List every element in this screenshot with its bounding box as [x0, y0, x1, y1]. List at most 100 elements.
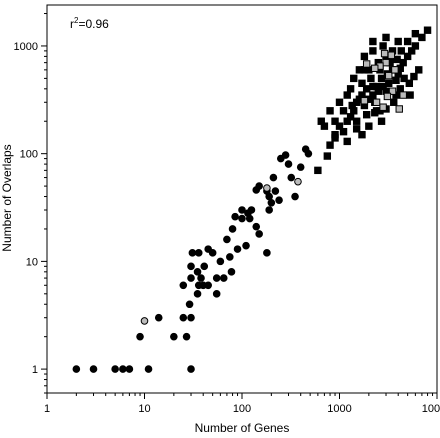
filled-square-point: [369, 91, 377, 99]
filled-square-point: [314, 166, 322, 175]
x-axis-title: Number of Genes: [195, 421, 290, 435]
open-square-point: [399, 91, 407, 99]
filled-circle-point: [187, 262, 195, 271]
filled-circle-point: [247, 206, 256, 214]
filled-circle-point: [267, 198, 276, 207]
filled-square-point: [369, 37, 377, 46]
open-square-point: [385, 71, 393, 80]
filled-circle-point: [187, 365, 195, 373]
filled-square-point: [396, 85, 404, 93]
x-axis-ticks: 1 10 100 1000 10000: [44, 393, 440, 415]
filled-square-point: [382, 33, 390, 42]
filled-circle-point: [284, 160, 293, 168]
r-squared-value: =0.96: [78, 17, 109, 31]
filled-circle-point: [119, 365, 127, 373]
filled-square-point: [360, 52, 369, 61]
filled-circle-point: [144, 365, 153, 373]
filled-circle-point: [255, 230, 263, 238]
filled-square-point: [411, 42, 420, 50]
filled-square-point: [390, 98, 398, 106]
open-square-point: [391, 66, 399, 74]
filled-square-point: [346, 113, 355, 121]
filled-square-point: [343, 137, 351, 146]
open-square-point: [362, 60, 371, 68]
filled-circle-point: [185, 300, 194, 309]
filled-square-point: [418, 33, 426, 42]
filled-square-point: [423, 26, 432, 34]
filled-square-point: [350, 74, 358, 83]
filled-circle-point: [238, 206, 246, 214]
open-square-point: [388, 87, 397, 95]
filled-circle-point: [281, 151, 290, 159]
filled-square-point: [393, 55, 401, 64]
filled-circle-point: [228, 225, 237, 233]
y-tick-label: 1000: [14, 41, 38, 53]
y-tick-label: 10: [26, 256, 38, 268]
y-axis-ticks: 1 10 100 1000: [14, 13, 47, 394]
filled-square-point: [335, 122, 344, 130]
filled-circle-point: [238, 214, 246, 223]
filled-square-point: [339, 127, 348, 136]
filled-square-point: [367, 74, 375, 83]
open-square-point: [379, 103, 387, 111]
filled-circle-point: [89, 365, 98, 373]
filled-circle-point: [223, 235, 231, 244]
filled-square-point: [331, 117, 339, 125]
filled-square-point: [317, 117, 325, 125]
filled-circle-point: [291, 192, 299, 201]
filled-square-point: [394, 37, 402, 46]
filled-square-point: [406, 91, 414, 99]
filled-circle-point: [204, 281, 212, 290]
y-tick-label: 1: [32, 364, 38, 376]
filled-circle-point: [231, 212, 239, 221]
filled-square-point: [385, 79, 393, 88]
filled-square-point: [326, 107, 334, 115]
filled-circle-point: [193, 268, 202, 276]
filled-square-point: [343, 91, 351, 99]
filled-circle-point: [296, 163, 305, 171]
filled-square-point: [346, 85, 355, 93]
filled-circle-point: [304, 149, 313, 158]
filled-square-point: [377, 74, 386, 83]
filled-circle-point: [182, 332, 191, 341]
filled-circle-point: [187, 313, 195, 322]
filled-square-point: [323, 152, 332, 160]
filled-circle-point: [193, 290, 202, 298]
filled-square-point: [415, 66, 423, 74]
filled-square-point: [358, 131, 366, 139]
filled-square-point: [331, 134, 339, 142]
filled-circle-point: [179, 313, 188, 322]
x-tick-label: 1000: [327, 403, 351, 415]
filled-square-point: [369, 82, 377, 91]
filled-square-point: [403, 52, 412, 61]
open-square-point: [387, 51, 396, 59]
filled-square-point: [411, 29, 420, 38]
open-square-point: [371, 64, 379, 73]
filled-circle-point: [200, 262, 209, 271]
filled-square-point: [352, 125, 361, 133]
filled-circle-point: [204, 245, 212, 253]
filled-circle-point: [219, 274, 228, 282]
filled-square-point: [379, 42, 387, 50]
filled-circle-point: [212, 290, 221, 298]
x-tick-label: 10000: [422, 403, 440, 415]
x-tick-label: 100: [233, 403, 251, 415]
filled-square-point: [399, 58, 407, 67]
filled-circle-point: [271, 187, 280, 195]
filled-square-point: [374, 87, 382, 95]
filled-circle-point: [242, 241, 250, 250]
data-points: [72, 26, 432, 373]
filled-circle-point: [233, 245, 242, 253]
filled-square-point: [405, 79, 414, 88]
filled-circle-point: [287, 173, 296, 182]
filled-circle-point: [226, 253, 234, 261]
open-square-point: [360, 97, 369, 105]
filled-square-point: [403, 37, 412, 46]
open-square-point: [383, 92, 392, 101]
filled-square-point: [358, 79, 366, 88]
open-circle-point: [140, 317, 149, 325]
filled-square-point: [369, 47, 377, 55]
filled-square-point: [326, 141, 334, 149]
filled-circle-point: [269, 173, 278, 182]
